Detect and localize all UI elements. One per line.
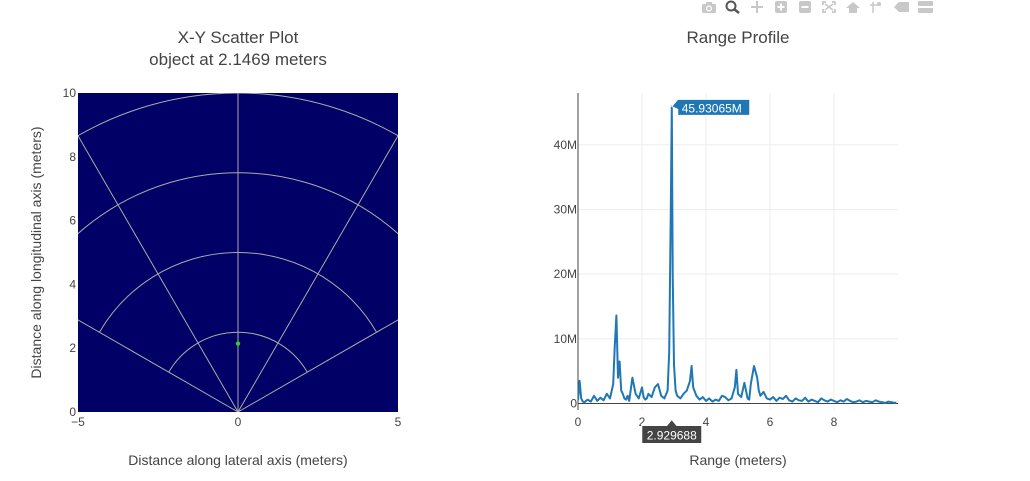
peak-x-value-label: 2.929688 (647, 429, 697, 443)
range-x-tick-label: 4 (703, 415, 710, 429)
scatter-y-tick-label: 8 (69, 150, 76, 164)
range-y-tick-label: 10M (554, 332, 577, 346)
range-x-tick-label: 8 (831, 415, 838, 429)
radial-line (237, 319, 398, 412)
hover-closest-icon[interactable] (892, 0, 910, 14)
zoom-icon[interactable] (724, 0, 742, 14)
radial-line (78, 319, 239, 412)
peak-x-hover-label: 2.929688 (641, 418, 703, 445)
scatter-x-tick-label: −5 (71, 415, 85, 429)
plot-modebar (700, 0, 934, 14)
scatter-y-tick-label: 2 (69, 341, 76, 355)
pan-icon[interactable] (748, 0, 766, 14)
peak-hover-box (670, 98, 751, 116)
scatter-title-line1: X-Y Scatter Plot (177, 28, 299, 47)
scatter-y-tick-label: 10 (63, 86, 77, 100)
scatter-y-axis-label: Distance along longitudinal axis (meters… (28, 126, 44, 378)
range-profile-title-text: Range Profile (686, 28, 790, 47)
range-profile-plot[interactable]: 0 10M 20M 30M 40M 0 2 4 6 8 Range (meters) 45.93065… (515, 0, 1030, 481)
scatter-x-tick-label: 0 (235, 415, 242, 429)
range-series-group (578, 105, 897, 404)
scatter-x-axis-label: Distance along lateral axis (meters) (128, 452, 347, 468)
range-x-tick-label: 0 (575, 415, 582, 429)
range-x-tick-label: 2 (639, 415, 646, 429)
autoscale-icon[interactable] (820, 0, 838, 14)
spike-lines-icon[interactable] (868, 0, 886, 14)
peak-hover-label: 45.93065M (670, 98, 751, 116)
peak-x-hover-box (641, 418, 703, 445)
range-y-tick-label: 40M (554, 138, 577, 152)
home-icon[interactable] (844, 0, 862, 14)
scatter-title-line2: object at 2.1469 meters (149, 50, 327, 69)
hover-compare-icon[interactable] (916, 0, 934, 14)
scatter-grid (78, 93, 398, 412)
scatter-y-tick-label: 6 (69, 214, 76, 228)
range-profile-title: Range Profile (578, 27, 898, 49)
zoom-in-icon[interactable] (772, 0, 790, 14)
range-y-tick-label: 30M (554, 202, 577, 216)
scatter-point (235, 341, 241, 346)
scatter-x-tick-label: 5 (395, 415, 402, 429)
range-x-tick-label: 6 (767, 415, 774, 429)
range-x-axis-label: Range (meters) (689, 452, 786, 468)
radial-line (237, 134, 398, 412)
scatter-plot-title: X-Y Scatter Plot object at 2.1469 meters (78, 27, 398, 71)
scatter-y-tick-label: 0 (69, 405, 76, 419)
range-y-tick-label: 0 (570, 397, 577, 411)
zoom-out-icon[interactable] (796, 0, 814, 14)
range-y-tick-label: 20M (554, 267, 577, 281)
camera-icon[interactable] (700, 0, 718, 14)
range-profile-line (578, 105, 897, 404)
scatter-y-tick-label: 4 (69, 277, 76, 291)
radial-line (78, 134, 239, 412)
peak-value-label: 45.93065M (682, 101, 742, 115)
